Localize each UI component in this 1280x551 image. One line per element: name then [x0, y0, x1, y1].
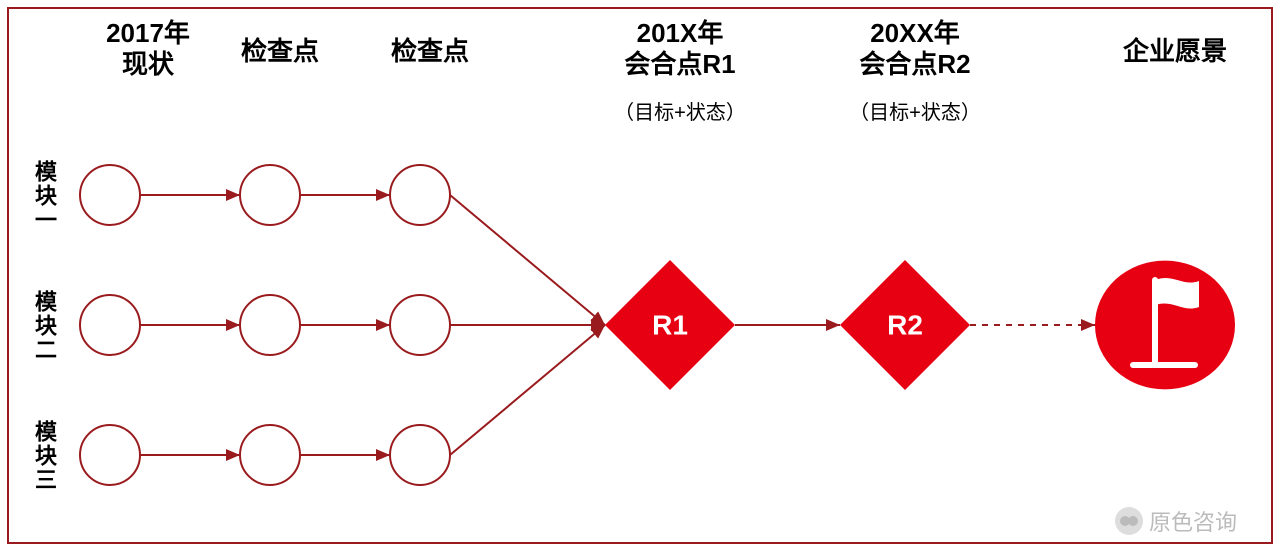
header-col4-sub: （目标+状态） [595, 96, 765, 125]
header-col2: 检查点 [220, 36, 340, 67]
diagram-svg: R1 R2 [0, 0, 1280, 551]
svg-text:R2: R2 [887, 310, 923, 341]
watermark: 原色咨询 [1115, 505, 1237, 537]
header-col4: 201X年会合点R1 [595, 18, 765, 80]
svg-text:R1: R1 [652, 310, 688, 341]
header-col5: 20XX年会合点R2 [830, 18, 1000, 80]
row-label-2: 模块二 [28, 290, 60, 362]
header-col3: 检查点 [370, 36, 490, 67]
header-col1: 2017年现状 [88, 18, 208, 80]
header-col6: 企业愿景 [1095, 36, 1255, 67]
row-label-1: 模块一 [28, 160, 60, 232]
header-col5-sub: （目标+状态） [830, 96, 1000, 125]
diagram-canvas: R1R2 2017年现状 检查点 检查点 201X年会合点R1 （目标+状态） … [0, 0, 1280, 551]
row-label-3: 模块三 [28, 420, 60, 492]
wechat-icon [1115, 507, 1143, 535]
watermark-text: 原色咨询 [1149, 505, 1237, 537]
